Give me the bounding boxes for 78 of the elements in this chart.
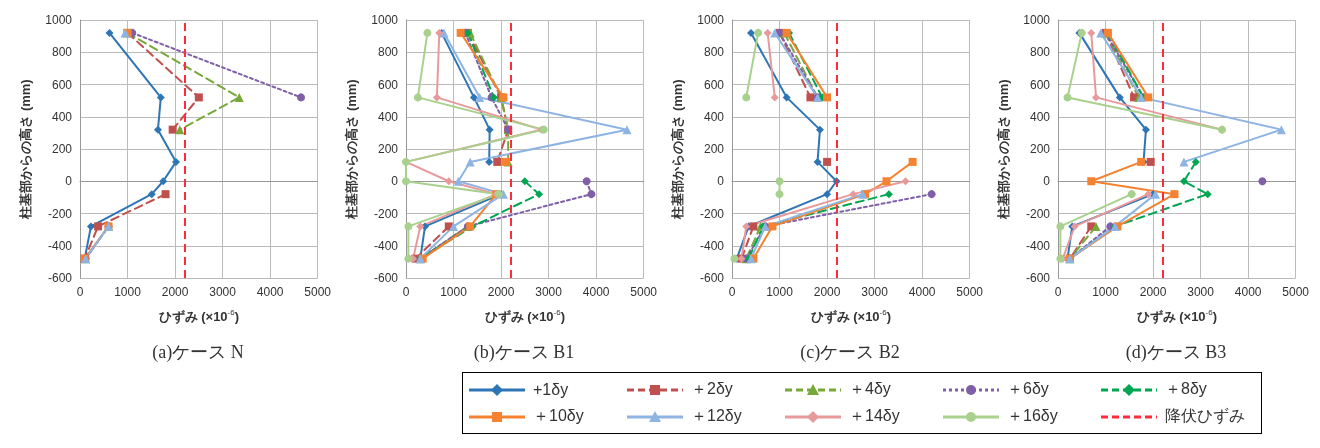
y-tick-label: -200 — [1025, 206, 1051, 221]
y-tick-label: 1000 — [371, 13, 399, 27]
x-tick-label: 4000 — [582, 285, 610, 299]
legend-label: 降伏ひずみ — [1165, 406, 1245, 426]
y-tick-label: 200 — [51, 142, 73, 156]
legend-label: ＋4δy — [849, 379, 891, 399]
y-tick-label: 200 — [377, 142, 399, 156]
y-tick-label: 800 — [703, 45, 725, 60]
x-tick-label: 4000 — [256, 285, 284, 299]
x-tick-label: 3000 — [535, 285, 563, 299]
x-tick-label: 3000 — [861, 285, 889, 299]
y-tick-label: -400 — [699, 238, 725, 253]
legend-label: ＋12δy — [691, 406, 742, 426]
text: (a)ケース N — [152, 342, 244, 363]
y-tick-label: 1000 — [1023, 13, 1051, 27]
x-tick-label: 0 — [1054, 285, 1062, 299]
y-tick-label: 200 — [703, 142, 725, 156]
text: (c)ケース B2 — [800, 342, 900, 363]
y-tick-label: -600 — [1025, 271, 1051, 285]
x-tick-label: 0 — [728, 285, 736, 299]
y-tick-label: -400 — [373, 238, 399, 253]
y-tick-label: 800 — [51, 45, 73, 60]
x-tick-label: 2000 — [813, 285, 841, 299]
y-tick-label: 1000 — [697, 13, 725, 27]
x-tick-label: 1000 — [1092, 285, 1120, 299]
y-tick-label: 400 — [703, 109, 725, 124]
x-tick-label: 0 — [76, 285, 84, 299]
x-tick-label: 4000 — [908, 285, 936, 299]
x-tick-label: 5000 — [956, 285, 984, 299]
x-tick-label: 2000 — [487, 285, 515, 299]
x-tick-label: 0 — [402, 285, 410, 299]
y-tick-label: -600 — [699, 271, 725, 285]
y-tick-label: 400 — [1029, 109, 1051, 124]
legend-label: ＋14δy — [849, 406, 900, 426]
y-tick-label: 600 — [1029, 77, 1051, 92]
x-tick-label: 5000 — [1282, 285, 1310, 299]
x-tick-label: 2000 — [161, 285, 189, 299]
legend-label: ＋2δy — [691, 379, 733, 399]
y-tick-label: 400 — [51, 109, 73, 124]
y-axis-title: 柱基部からの高さ (mm) — [670, 79, 685, 220]
legend-label: ＋8δy — [1165, 379, 1207, 399]
y-tick-label: -200 — [699, 206, 725, 221]
y-tick-label: -600 — [47, 271, 73, 285]
x-tick-label: 1000 — [440, 285, 468, 299]
y-tick-label: 200 — [1029, 142, 1051, 156]
y-tick-label: -400 — [47, 238, 73, 253]
y-tick-label: 600 — [51, 77, 73, 92]
y-axis-title: 柱基部からの高さ (mm) — [344, 79, 359, 220]
x-tick-label: 1000 — [114, 285, 142, 299]
legend-label: ＋10δy — [533, 406, 584, 426]
y-tick-label: -200 — [373, 206, 399, 221]
x-tick-label: 4000 — [1234, 285, 1262, 299]
y-tick-label: -400 — [1025, 238, 1051, 253]
text: (b)ケース B1 — [473, 342, 575, 363]
x-tick-label: 5000 — [304, 285, 332, 299]
y-tick-label: 800 — [377, 45, 399, 60]
y-tick-label: 400 — [377, 109, 399, 124]
y-tick-label: 0 — [1043, 174, 1051, 189]
y-tick-label: -200 — [47, 206, 73, 221]
y-axis-title: 柱基部からの高さ (mm) — [18, 79, 33, 220]
y-axis-title: 柱基部からの高さ (mm) — [996, 79, 1011, 220]
y-tick-label: 0 — [717, 174, 725, 189]
legend-label: ＋16δy — [1007, 406, 1058, 426]
y-tick-label: 0 — [65, 174, 73, 189]
legend-label: ＋6δy — [1007, 379, 1049, 399]
text: (d)ケース B3 — [1125, 342, 1227, 363]
y-tick-label: 800 — [1029, 45, 1051, 60]
x-tick-label: 2000 — [1139, 285, 1167, 299]
y-tick-label: -600 — [373, 271, 399, 285]
x-tick-label: 5000 — [630, 285, 658, 299]
y-tick-label: 600 — [703, 77, 725, 92]
x-tick-label: 1000 — [766, 285, 794, 299]
y-tick-label: 0 — [391, 174, 399, 189]
y-tick-label: 600 — [377, 77, 399, 92]
y-tick-label: 1000 — [45, 13, 73, 27]
x-tick-label: 3000 — [1187, 285, 1215, 299]
x-tick-label: 3000 — [209, 285, 237, 299]
legend-label: +1δy — [533, 380, 569, 399]
